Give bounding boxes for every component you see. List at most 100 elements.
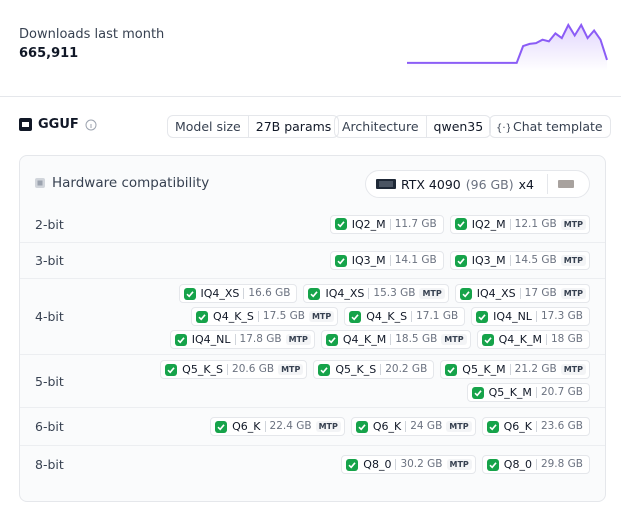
quant-size: 15.3 GB <box>368 288 418 299</box>
badge-line: Q5_K_M 20.7 GB <box>466 383 590 402</box>
quant-badge[interactable]: Q4_K_S 17.5 GB MTP <box>191 307 339 326</box>
quant-badge[interactable]: IQ3_M 14.1 GB <box>329 251 444 270</box>
quant-tag: MTP <box>560 218 586 230</box>
quant-badge[interactable]: Q4_K_S 17.1 GB <box>344 307 466 326</box>
quant-row: 4-bit IQ4_XS 16.6 GB IQ4_XS 15.3 GB MTP IQ4_XS… <box>20 278 605 354</box>
quant-tag: MTP <box>441 334 467 345</box>
quant-size: 14.1 GB <box>389 255 440 266</box>
gpu-alt[interactable] <box>547 174 583 194</box>
quant-row: 6-bit Q6_K 22.4 GB MTP Q6_K 24 GB MTP Q6_K 23.6 … <box>20 407 605 445</box>
check-icon <box>471 386 484 399</box>
format-name: GGUF <box>38 117 79 132</box>
quant-size: 18.5 GB <box>390 334 440 345</box>
quant-badge[interactable]: IQ4_XS 16.6 GB <box>178 284 298 303</box>
quant-name: IQ2_M <box>351 217 386 231</box>
badge-lines: IQ4_XS 16.6 GB IQ4_XS 15.3 GB MTP IQ4_XS 17 GB… <box>169 284 590 349</box>
quant-tag: MTP <box>419 288 445 299</box>
check-icon <box>454 254 467 267</box>
quant-name: Q5_K_S <box>182 363 224 376</box>
check-icon <box>318 363 331 376</box>
quant-name: IQ4_XS <box>476 287 516 300</box>
quant-badge[interactable]: Q4_K_M 18 GB <box>476 330 590 349</box>
quant-row: 2-bit IQ2_M 11.7 GB IQ2_M 12.1 GB MTP <box>20 206 605 242</box>
badge-line: IQ4_XS 16.6 GB IQ4_XS 15.3 GB MTP IQ4_XS 17 GB… <box>178 284 590 303</box>
quant-size: 22.4 GB <box>264 421 315 432</box>
quant-badge[interactable]: Q6_K 22.4 GB MTP <box>210 417 345 436</box>
downloads-label: Downloads last month <box>19 27 165 42</box>
gpu-name: RTX 4090 <box>400 176 461 192</box>
badge-lines: IQ2_M 11.7 GB IQ2_M 12.1 GB MTP <box>329 214 590 234</box>
model-size-tag[interactable]: Model size 27B params <box>167 115 340 138</box>
architecture-tag[interactable]: Architecture qwen35 <box>334 115 492 138</box>
quant-size: 17.8 GB <box>234 334 285 345</box>
gpu-selector[interactable]: RTX 4090 (96 GB) x4 <box>364 170 590 198</box>
quant-name: IQ4_XS <box>200 287 240 300</box>
badge-lines: Q6_K 22.4 GB MTP Q6_K 24 GB MTP Q6_K 23.6 GB <box>210 417 590 436</box>
quant-badge[interactable]: IQ4_NL 17.8 GB MTP <box>169 330 315 349</box>
badge-line: IQ2_M 11.7 GB IQ2_M 12.1 GB MTP <box>329 214 590 234</box>
check-icon <box>308 287 321 300</box>
quant-name: Q8_0 <box>503 458 532 471</box>
quant-name: IQ2_M <box>471 217 506 231</box>
quant-tag: MTP <box>446 459 472 470</box>
divider <box>0 96 621 97</box>
quant-name: Q5_K_S <box>335 363 377 376</box>
badge-line: Q6_K 22.4 GB MTP Q6_K 24 GB MTP Q6_K 23.6 GB <box>210 417 590 436</box>
quant-size: 18 GB <box>545 334 586 345</box>
quant-badge[interactable]: Q8_0 29.8 GB <box>481 455 590 474</box>
quant-tag: MTP <box>308 311 335 322</box>
quant-size: 30.2 GB <box>395 459 445 470</box>
quant-name: Q4_K_M <box>498 333 542 346</box>
quant-row: 5-bit Q5_K_S 20.6 GB MTP Q5_K_S 20.2 GB Q5_K_M… <box>20 354 605 407</box>
gpu-count: x4 <box>518 176 534 192</box>
quant-badge[interactable]: Q5_K_S 20.6 GB MTP <box>160 360 308 379</box>
quant-tag: MTP <box>560 255 586 266</box>
gpu-memory: (96 GB) <box>465 176 514 192</box>
gguf-icon <box>19 118 32 131</box>
quant-name: Q6_K <box>372 420 402 433</box>
quant-name: IQ4_NL <box>493 310 532 323</box>
check-icon <box>183 287 196 300</box>
hardware-panel: Hardware compatibility RTX 4090 (96 GB) … <box>19 155 606 502</box>
quant-badge[interactable]: Q5_K_M 20.7 GB <box>466 383 590 402</box>
quant-size: 21.2 GB <box>509 364 560 375</box>
quant-size: 20.6 GB <box>227 364 277 375</box>
quant-badge[interactable]: Q5_K_S 20.2 GB <box>313 360 435 379</box>
check-icon <box>486 458 499 471</box>
badge-line: Q5_K_S 20.6 GB MTP Q5_K_S 20.2 GB Q5_K_M 21.2 … <box>160 360 590 379</box>
downloads-sparkline <box>407 22 608 71</box>
svg-text:{·}: {·} <box>496 123 510 133</box>
quant-size: 29.8 GB <box>535 459 586 470</box>
chat-template-button[interactable]: {·}Chat template <box>489 115 611 138</box>
quant-tag: MTP <box>446 421 472 432</box>
quant-size: 17 GB <box>519 288 560 299</box>
quant-badge[interactable]: IQ2_M 11.7 GB <box>329 214 444 234</box>
quant-size: 17.5 GB <box>257 311 308 322</box>
quant-badge[interactable]: Q6_K 23.6 GB <box>481 417 590 436</box>
quant-badge[interactable]: Q4_K_M 18.5 GB MTP <box>320 330 471 349</box>
quant-badge[interactable]: IQ3_M 14.5 GB MTP <box>449 251 590 270</box>
check-icon <box>355 420 368 433</box>
quant-name: IQ4_NL <box>191 333 231 346</box>
quant-badge[interactable]: IQ2_M 12.1 GB MTP <box>449 214 590 234</box>
quant-badge[interactable]: Q5_K_M 21.2 GB MTP <box>440 360 590 379</box>
quant-name: IQ3_M <box>471 254 506 267</box>
quant-badge[interactable]: Q8_0 30.2 GB MTP <box>341 455 476 474</box>
quant-badge[interactable]: Q6_K 24 GB MTP <box>350 417 476 436</box>
quant-badge[interactable]: IQ4_XS 15.3 GB MTP <box>303 284 449 303</box>
quant-name: Q4_K_S <box>213 310 254 323</box>
quant-badge[interactable]: IQ4_XS 17 GB MTP <box>454 284 590 303</box>
check-icon <box>481 333 494 346</box>
quant-name: IQ3_M <box>351 254 386 267</box>
quant-size: 16.6 GB <box>243 288 293 299</box>
check-icon <box>215 420 228 433</box>
bit-label: 8-bit <box>35 457 64 472</box>
chat-template-label: Chat template <box>513 119 603 134</box>
bit-label: 4-bit <box>35 309 64 324</box>
badge-lines: IQ3_M 14.1 GB IQ3_M 14.5 GB MTP <box>329 251 590 270</box>
quant-badge[interactable]: IQ4_NL 17.3 GB <box>471 307 590 326</box>
quant-name: Q6_K <box>232 420 261 433</box>
check-icon <box>445 363 458 376</box>
